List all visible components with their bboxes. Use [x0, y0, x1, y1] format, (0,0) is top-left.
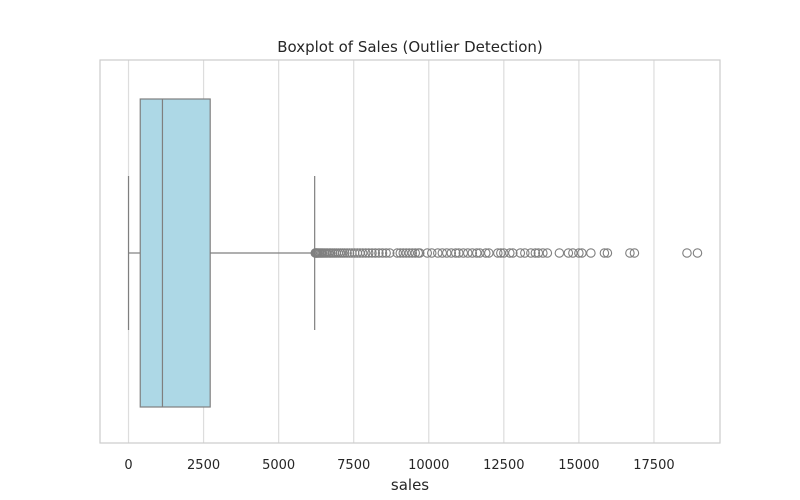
x-tick-label: 10000	[408, 458, 449, 473]
outlier-points	[310, 248, 703, 258]
outlier-point	[339, 248, 350, 258]
outlier-point	[401, 248, 411, 258]
outlier-point	[344, 248, 355, 258]
outlier-point	[472, 248, 482, 258]
outlier-point	[342, 248, 352, 258]
outlier-point	[395, 248, 405, 258]
outlier-point	[404, 248, 414, 258]
outlier-point	[602, 248, 613, 258]
outlier-point	[363, 248, 374, 258]
x-axis-ticks: 0 2500 5000 7500 10000 12500 15000 17500	[124, 458, 674, 473]
outlier-point	[542, 248, 553, 258]
outlier-point	[454, 248, 464, 258]
outlier-point	[407, 248, 418, 258]
outlier-point	[442, 248, 452, 258]
outlier-point	[360, 248, 371, 258]
outlier-point	[508, 248, 518, 258]
outlier-point	[467, 248, 478, 258]
outlier-point	[530, 248, 541, 258]
outlier-point	[599, 248, 610, 258]
plot-frame	[99, 59, 721, 444]
outlier-point	[370, 248, 381, 258]
outlier-point	[398, 248, 408, 258]
x-tick-label: 0	[124, 458, 132, 473]
outlier-point	[520, 248, 530, 258]
outlier-point	[381, 248, 391, 258]
outlier-point	[568, 248, 578, 258]
x-tick-label: 17500	[633, 458, 674, 473]
outlier-point	[533, 248, 544, 258]
outlier-point	[625, 248, 635, 258]
box-element	[127, 98, 316, 408]
chart-title: Boxplot of Sales (Outlier Detection)	[277, 38, 543, 56]
x-tick-label: 5000	[262, 458, 295, 473]
outlier-point	[367, 248, 377, 258]
outlier-point	[515, 248, 526, 258]
outlier-point	[554, 248, 565, 258]
outlier-point	[493, 248, 503, 258]
outlier-point	[563, 248, 574, 258]
outlier-point	[484, 248, 494, 258]
outlier-point	[377, 248, 388, 258]
outlier-point	[458, 248, 469, 258]
outlier-point	[577, 248, 587, 258]
outlier-point	[410, 248, 421, 258]
outlier-point	[415, 248, 425, 258]
outlier-point	[422, 248, 433, 258]
x-tick-label: 12500	[483, 458, 524, 473]
outlier-point	[384, 248, 395, 258]
iqr-box	[139, 98, 211, 408]
x-axis-label: sales	[391, 476, 429, 494]
outlier-point	[374, 248, 384, 258]
outlier-point	[463, 248, 473, 258]
outlier-point	[451, 248, 461, 258]
outlier-point	[629, 248, 640, 258]
x-tick-label: 7500	[337, 458, 370, 473]
outlier-point	[505, 248, 515, 258]
outlier-point	[392, 248, 402, 258]
outlier-point	[496, 248, 506, 258]
outlier-point	[481, 248, 491, 258]
outlier-point	[433, 248, 443, 258]
outlier-point	[475, 248, 485, 258]
outlier-point	[692, 248, 703, 258]
outlier-point	[682, 248, 692, 258]
outlier-point	[526, 248, 536, 258]
x-tick-label: 2500	[187, 458, 220, 473]
outlier-point	[499, 248, 509, 258]
outlier-point	[446, 248, 457, 258]
x-tick-label: 15000	[558, 458, 599, 473]
outlier-point	[437, 248, 448, 258]
outlier-point	[574, 248, 584, 258]
outlier-point	[586, 248, 596, 258]
outlier-point	[427, 248, 437, 258]
outlier-point	[357, 248, 368, 258]
outlier-point	[538, 248, 548, 258]
